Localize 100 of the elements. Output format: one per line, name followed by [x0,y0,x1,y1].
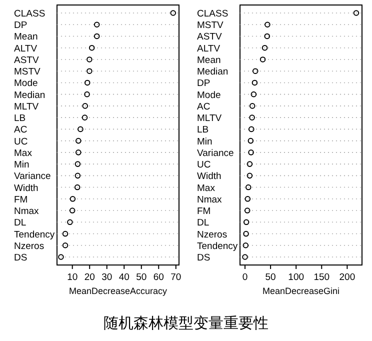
point [252,68,258,74]
x-tick-label: 200 [339,272,356,283]
point [75,150,82,156]
y-tick-label: AC [14,124,28,136]
y-tick-label: FM [197,206,211,218]
point [58,254,64,260]
point [84,80,90,86]
y-tick-label: Median [14,90,46,101]
point [246,172,253,179]
y-tick-label: ALTV [14,43,38,54]
point [248,150,254,156]
y-tick-label: Nmax [197,194,222,206]
y-tick-label: Median [197,66,228,78]
point [86,68,92,74]
point [86,56,92,62]
y-tick-label: MLTV [14,101,40,112]
point [243,219,250,226]
y-tick-label: Max [14,148,32,159]
point [67,219,73,226]
y-tick-label: Mean [197,54,221,66]
x-tick-label: 0 [242,272,248,283]
y-tick-label: LB [197,124,209,136]
point [260,56,266,62]
y-tick-label: MSTV [197,20,224,32]
point [82,114,88,120]
point [244,196,251,202]
point [62,242,68,248]
y-tick-label: CLASS [197,8,228,20]
y-tick-label: Nzeros [197,229,228,240]
point [170,10,176,16]
y-tick-label: Variance [14,171,51,182]
point [242,242,249,248]
point [70,196,76,202]
y-tick-label: DL [197,218,210,229]
x-tick-label: 150 [314,272,330,283]
y-tick-label: DS [14,252,28,264]
y-tick-label: DP [197,78,210,90]
x-tick-label: 50 [265,272,276,283]
y-tick-label: MSTV [14,66,42,78]
y-tick-label: MLTV [197,113,222,124]
y-tick-label: DL [14,218,26,229]
point [250,91,257,98]
point [78,126,84,132]
y-tick-label: Mean [14,32,38,43]
x-tick-label: 40 [118,272,130,283]
x-tick-label: 10 [67,272,78,283]
y-tick-label: UC [14,136,28,148]
point [249,114,255,120]
point [74,172,81,179]
point [353,10,360,16]
point [62,230,68,237]
point [84,91,90,98]
point [243,230,249,237]
y-tick-label: AC [197,101,210,112]
y-tick-label: Max [197,182,216,194]
point [249,103,256,109]
point [88,44,95,51]
point [242,254,248,260]
y-tick-label: FM [14,194,28,206]
y-tick-label: UC [197,160,211,171]
y-tick-label: ALTV [197,43,221,54]
point [264,22,270,28]
y-tick-label: DS [197,252,210,264]
y-tick-label: Nmax [14,206,40,218]
y-tick-label: Width [197,171,222,182]
y-tick-label: CLASS [14,8,46,20]
point [94,22,100,28]
y-tick-label: Tendency [197,240,238,252]
x-axis-title: MeanDecreaseAccuracy [68,286,168,296]
point [245,184,252,190]
point [246,161,253,167]
x-tick-label: 60 [153,272,164,283]
y-tick-label: Mode [197,90,221,101]
y-tick-label: DP [14,20,28,32]
point [252,80,258,86]
point [74,161,81,167]
point [69,208,76,214]
point [75,138,82,144]
x-tick-label: 100 [288,272,304,283]
point [74,184,80,190]
y-tick-label: Min [14,160,30,171]
y-tick-label: LB [14,113,26,124]
y-tick-label: ASTV [14,54,40,66]
point [94,33,100,40]
point [244,208,250,214]
x-tick-label: 70 [170,272,182,283]
text: 随机森林模型变量重要性 [104,314,268,332]
y-tick-label: Min [197,136,212,148]
y-tick-label: Tendency [14,229,55,240]
point [262,44,268,51]
y-tick-label: Nzeros [14,240,44,252]
point [264,33,270,40]
point [248,126,254,132]
y-tick-label: Width [14,182,38,194]
x-tick-label: 20 [84,272,95,283]
x-axis-title: MeanDecreaseGini [262,286,340,296]
y-tick-label: ASTV [197,32,222,43]
x-tick-label: 50 [136,272,147,283]
point [248,138,254,144]
y-tick-label: Variance [197,148,234,159]
